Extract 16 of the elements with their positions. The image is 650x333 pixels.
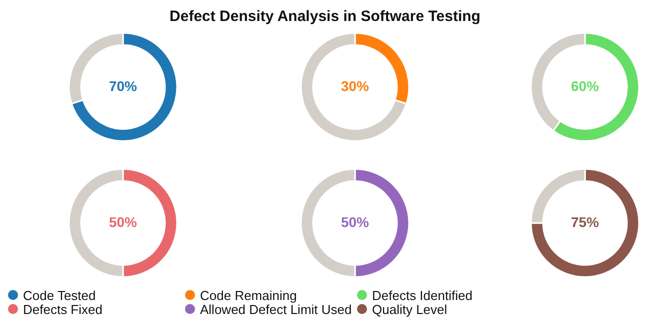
legend-label: Defects Fixed — [23, 302, 102, 316]
data-label: 50% — [108, 214, 138, 230]
data-label: 30% — [340, 78, 370, 94]
legend-label: Quality Level — [372, 302, 448, 316]
donut-slice — [70, 32, 178, 142]
legend-label: Code Tested — [23, 288, 96, 302]
data-label: 50% — [340, 214, 370, 230]
donut-slice — [300, 32, 408, 142]
legend-label: Code Remaining — [200, 288, 297, 302]
donut-slice — [530, 168, 640, 278]
legend-label: Allowed Defect Limit Used — [200, 302, 352, 316]
data-label: 70% — [108, 78, 138, 94]
data-label: 60% — [570, 78, 600, 94]
chart-title: Defect Density Analysis in Software Testing — [168, 8, 482, 25]
legend-label: Defects Identified — [372, 288, 472, 302]
data-label: 75% — [570, 214, 600, 230]
